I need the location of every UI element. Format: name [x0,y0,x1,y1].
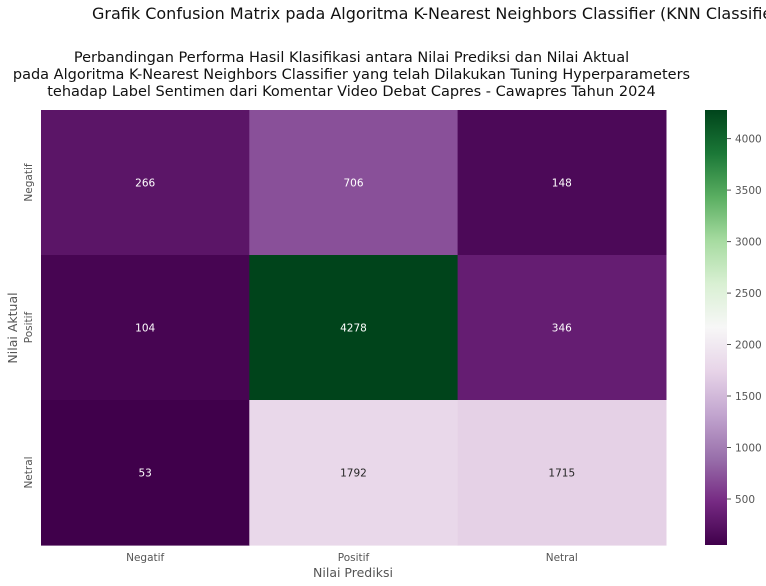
colorbar-tick-label: 2500 [735,288,762,300]
colorbar-tick-label: 3500 [735,185,762,197]
colorbar-tick-label: 1500 [735,391,762,403]
colorbar-tick-label: 2000 [735,340,762,352]
y-tick-label: Negatif [23,163,35,201]
heatmap-cell-label: 104 [135,323,155,335]
heatmap-cells [41,110,667,546]
heatmap-cell [41,400,250,546]
heatmap-cell-label: 706 [343,178,363,190]
heatmap-cell [249,255,459,401]
x-tick-label: Positif [338,552,370,564]
colorbar-tick-label: 4000 [735,134,762,146]
heatmap-cell-label: 148 [552,178,572,190]
x-tick-label: Negatif [126,552,164,564]
y-tick-labels: Negatif Positif Netral [23,163,35,488]
chart-title-line-2: pada Algoritma K-Nearest Neighbors Class… [12,67,691,83]
heatmap-cell [249,400,459,546]
colorbar-tick-label: 3000 [735,237,762,249]
colorbar-tick-label: 1000 [735,443,762,455]
heatmap-cell [249,110,459,256]
heatmap-cell [457,400,667,546]
x-tick-labels: Negatif Positif Netral [126,552,578,564]
chart-title-line-1: Perbandingan Performa Hasil Klasifikasi … [73,50,630,66]
heatmap-cell-label: 1715 [548,468,575,480]
heatmap-cell-label: 1792 [340,468,367,480]
heatmap-cell [457,110,667,256]
chart-suptitle: Grafik Confusion Matrix pada Algoritma K… [92,4,766,23]
heatmap-cell [457,255,667,401]
heatmap-cell-labels: 266 706 148 104 4278 346 53 1792 1715 [135,178,575,480]
y-axis-label: Nilai Aktual [5,292,20,363]
colorbar [705,110,727,545]
heatmap-cell-label: 4278 [340,323,367,335]
heatmap-cell-label: 53 [139,468,152,480]
colorbar-tick-label: 500 [735,494,755,506]
y-tick-label: Netral [23,456,35,488]
y-tick-label: Positif [23,311,35,343]
heatmap-cell [41,110,250,256]
heatmap-cell-label: 346 [552,323,572,335]
x-axis-label: Nilai Prediksi [313,565,393,580]
colorbar-ticks: 500 1000 1500 2000 2500 3000 3500 4000 [727,134,762,506]
chart-title-line-3: tehadap Label Sentimen dari Komentar Vid… [47,84,656,100]
heatmap-cell-label: 266 [135,178,155,190]
x-tick-label: Netral [546,552,578,564]
heatmap-cell [41,255,250,401]
